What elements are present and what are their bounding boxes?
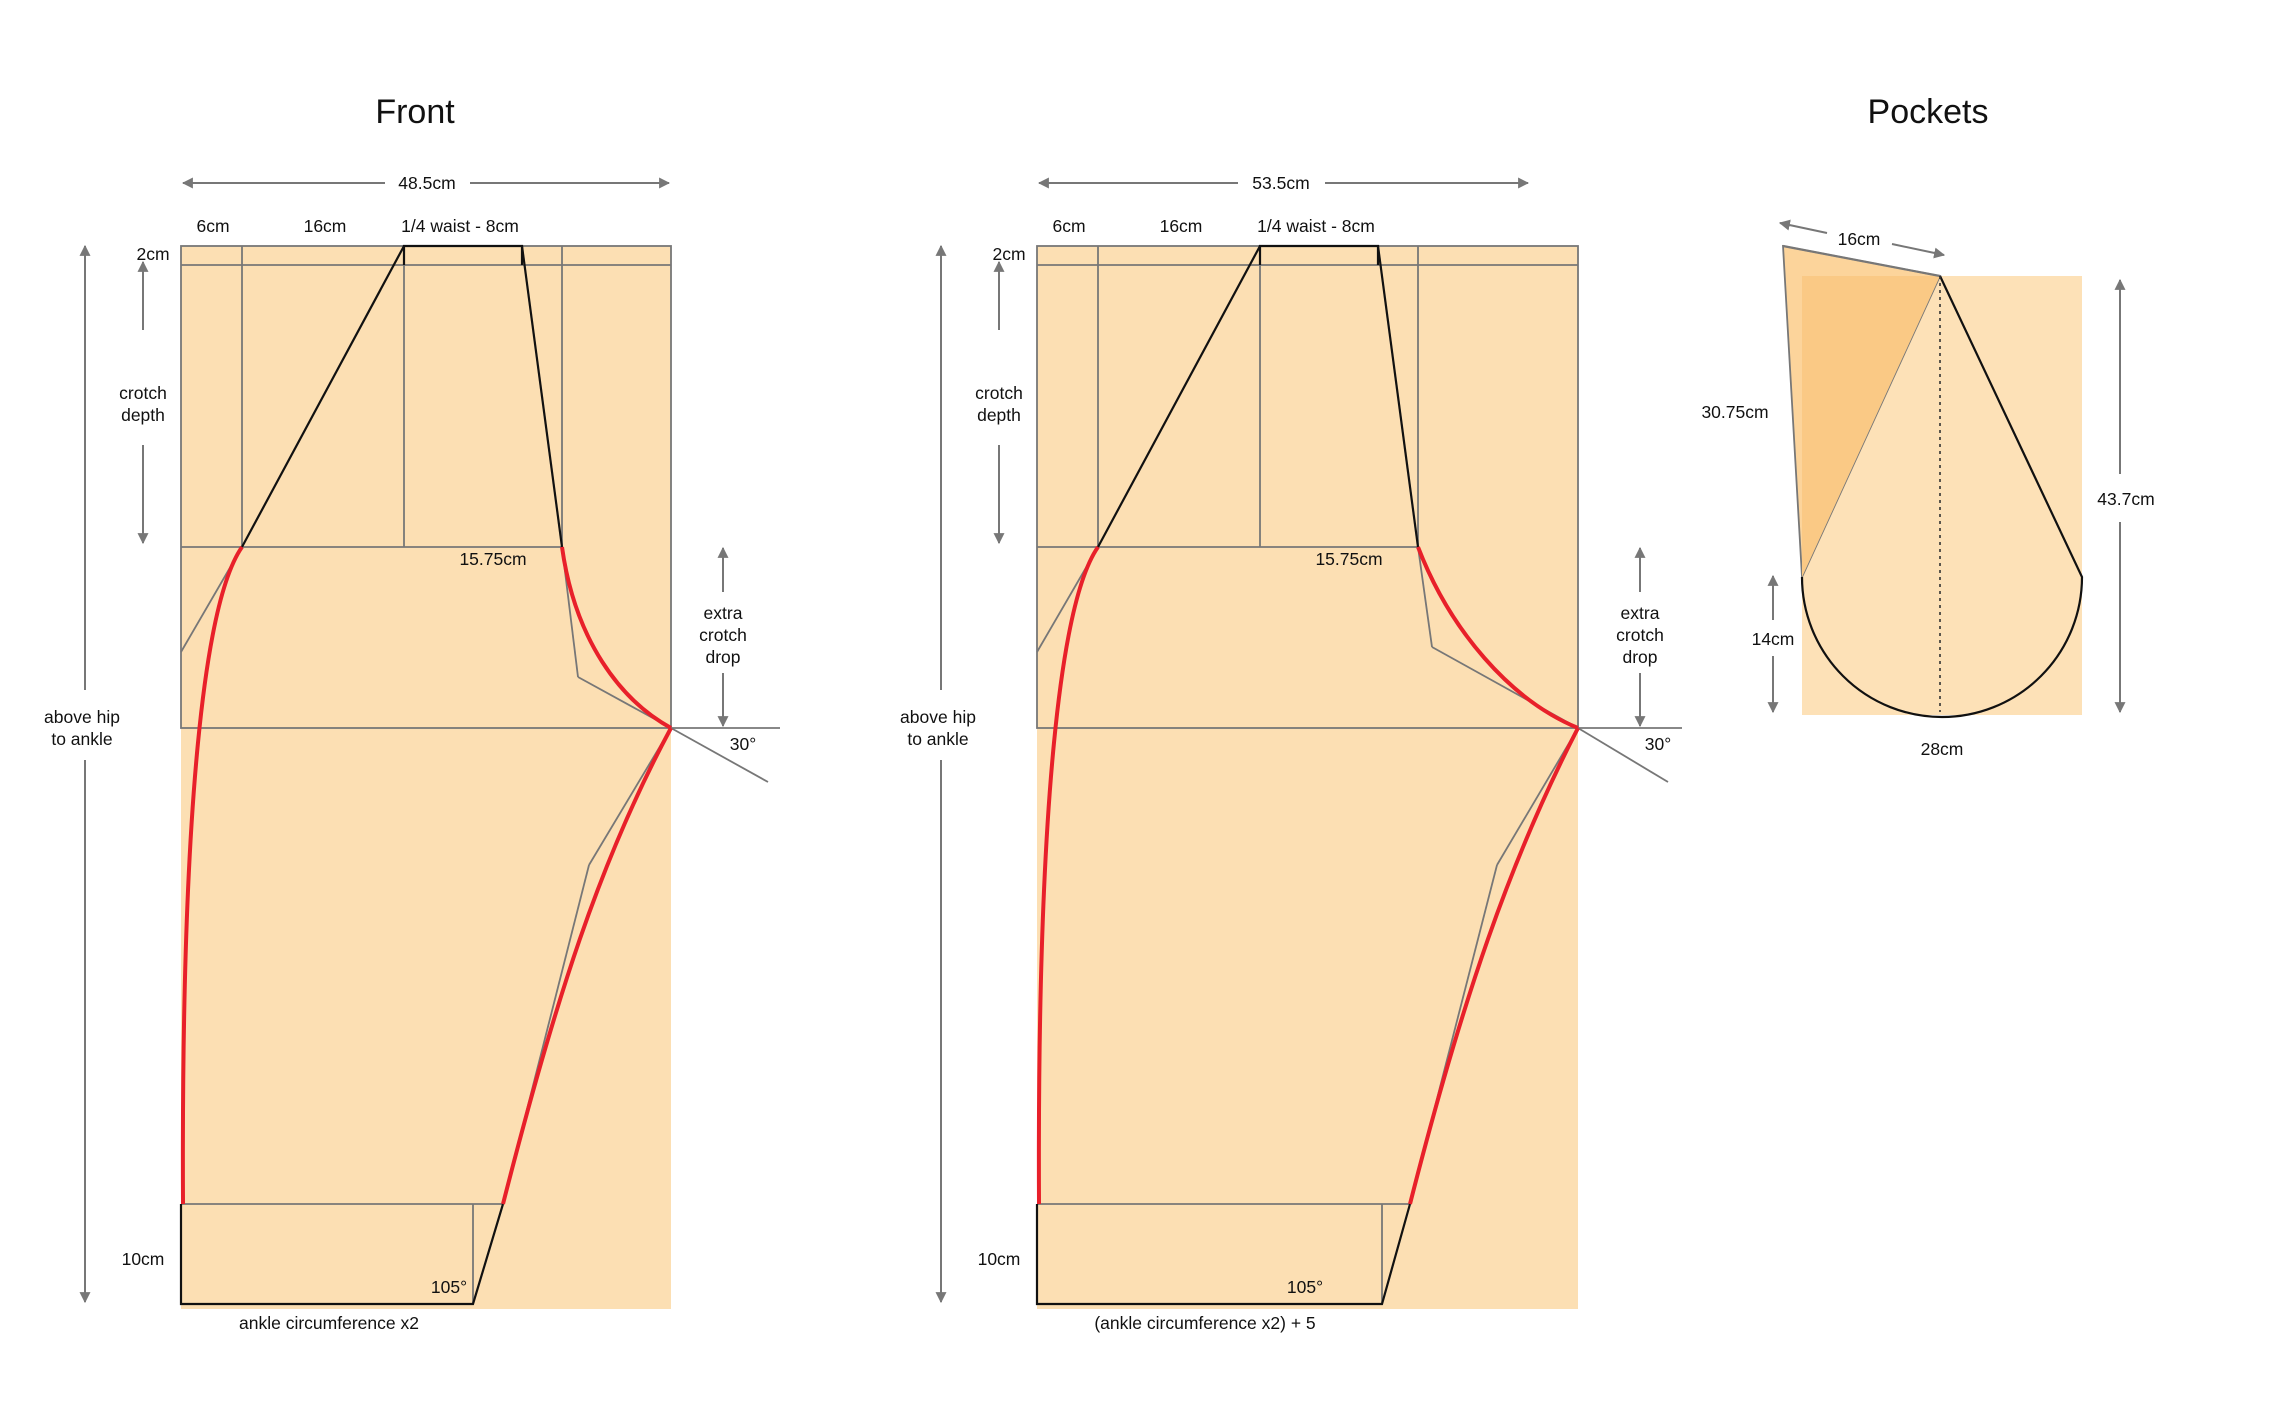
- front-crotch-depth-2: depth: [121, 405, 165, 425]
- back-total-width: 53.5cm: [1252, 173, 1309, 193]
- back-seg-2: 16cm: [1160, 216, 1203, 236]
- back-seg-1: 6cm: [1052, 216, 1085, 236]
- front-dimension-arrows: [79, 177, 729, 1304]
- front-seams: [180, 545, 673, 1205]
- back-fabric: [1037, 246, 1578, 1309]
- back-angle-top: 30°: [1645, 734, 1671, 754]
- back-waistband: 2cm: [992, 244, 1025, 264]
- front-extra-2: crotch: [699, 625, 747, 645]
- pocket-dimension-arrows: [1767, 219, 2126, 714]
- front-waistband: 2cm: [136, 244, 169, 264]
- front-hem: 10cm: [122, 1249, 165, 1269]
- front-hip-line: 15.75cm: [459, 549, 526, 569]
- pockets-pattern: Pockets 16cm 30.75cm 43.7cm 14cm 28cm: [1701, 93, 2154, 759]
- pockets-title: Pockets: [1868, 93, 1989, 131]
- back-hip-line: 15.75cm: [1315, 549, 1382, 569]
- back-crotch-depth-1: crotch: [975, 383, 1023, 403]
- front-total-width: 48.5cm: [398, 173, 455, 193]
- back-hem: 10cm: [978, 1249, 1021, 1269]
- front-seg-3: 1/4 waist - 8cm: [401, 216, 519, 236]
- back-extra-1: extra: [1621, 603, 1660, 623]
- pocket-overlay: [1802, 276, 1940, 577]
- pocket-height-label: 43.7cm: [2097, 489, 2154, 509]
- front-ankle: ankle circumference x2: [239, 1313, 419, 1333]
- front-pattern: Front: [44, 93, 780, 1333]
- back-hip-ankle-2: to ankle: [907, 729, 968, 749]
- front-seg-1: 6cm: [196, 216, 229, 236]
- back-guides: [1036, 245, 1682, 1304]
- front-angle-top: 30°: [730, 734, 756, 754]
- front-guides: [180, 245, 780, 1304]
- pocket-curve-height-label: 14cm: [1752, 629, 1795, 649]
- front-hip-ankle-2: to ankle: [51, 729, 112, 749]
- front-extra-3: drop: [705, 647, 740, 667]
- front-crotch-depth-1: crotch: [119, 383, 167, 403]
- back-seams: [1036, 545, 1580, 1205]
- back-pattern: 53.5cm 6cm 16cm 1/4 waist - 8cm 2cm crot…: [900, 173, 1682, 1333]
- front-seg-2: 16cm: [304, 216, 347, 236]
- back-dimension-arrows: [935, 177, 1646, 1304]
- back-extra-3: drop: [1622, 647, 1657, 667]
- pocket-top-label: 16cm: [1838, 229, 1881, 249]
- front-outlines: [179, 244, 564, 1306]
- front-title: Front: [375, 93, 455, 131]
- front-extra-1: extra: [704, 603, 743, 623]
- pocket-top-edge: [1782, 244, 1941, 278]
- back-angle-bottom: 105°: [1287, 1277, 1323, 1297]
- front-angle-bottom: 105°: [431, 1277, 467, 1297]
- pocket-outline: [1800, 275, 2084, 719]
- back-seg-3: 1/4 waist - 8cm: [1257, 216, 1375, 236]
- back-crotch-depth-2: depth: [977, 405, 1021, 425]
- back-outlines: [1035, 244, 1420, 1306]
- front-fabric: [181, 246, 671, 1309]
- pocket-slant-label: 30.75cm: [1701, 402, 1768, 422]
- back-ankle: (ankle circumference x2) + 5: [1094, 1313, 1315, 1333]
- pocket-bottom-label: 28cm: [1921, 739, 1964, 759]
- back-extra-2: crotch: [1616, 625, 1664, 645]
- back-hip-ankle-1: above hip: [900, 707, 976, 727]
- front-hip-ankle-1: above hip: [44, 707, 120, 727]
